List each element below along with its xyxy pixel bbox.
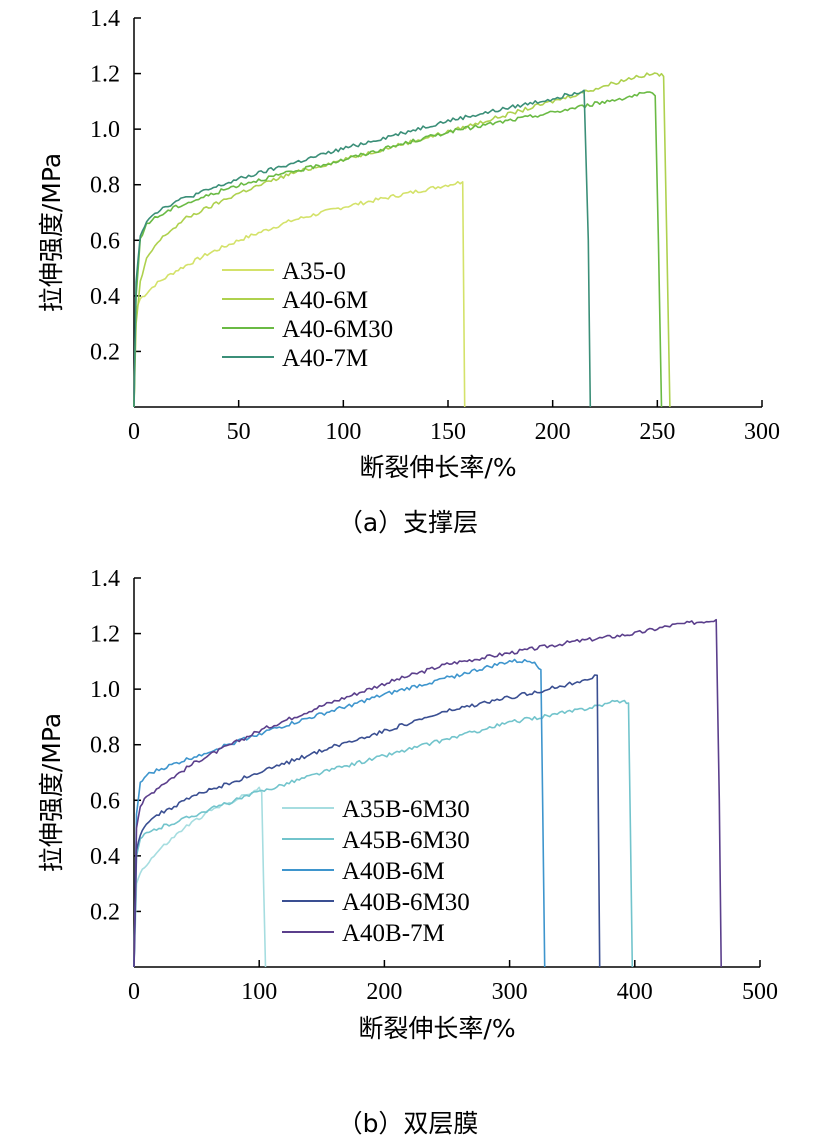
panel-a-caption: （a）支撑层 [338,508,478,537]
panel-b-y-tick-label: 0.2 [90,899,120,925]
panel-a-x-tick-label: 200 [535,419,571,445]
panel-a-y-tick-label: 1.4 [90,6,120,32]
panel-b-y-axis-title: 拉伸强度/MPa [37,713,66,872]
panel-a-y-tick-label: 0.2 [90,339,120,365]
panel-b-x-tick-label: 100 [241,979,277,1005]
panel-b-legend-label: A40B-6M [342,858,445,885]
panel-b-series-a40b-7m [133,618,722,968]
chart-panel-b: 0 100 200 300 400 500 0.2 0.4 0.6 0.8 1.0 1.2 1.4 断裂伸… [37,566,778,1138]
panel-a-legend-label: A35-0 [282,258,346,285]
panel-a-y-tick-label: 0.8 [90,173,120,199]
panel-a-y-axis-title: 拉伸强度/MPa [37,153,66,312]
panel-b-x-tick-label: 200 [366,979,402,1005]
panel-a-x-tick-label: 50 [227,419,251,445]
panel-b-legend-label: A40B-6M30 [342,889,470,916]
panel-b-y-tick-label: 0.6 [90,788,120,814]
panel-a-x-tick-label: 300 [744,419,780,445]
panel-a-y-tick-label: 0.6 [90,228,120,254]
chart-panel-a: 0 50 100 150 200 250 300 0.2 0.4 0.6 0.8 1.0 1.2 1.4 断… [37,6,780,537]
panel-a-x-tick-label: 250 [639,419,675,445]
panel-a-x-tick-label: 0 [128,419,140,445]
panel-a-y-tick-label: 1.2 [90,62,120,88]
panel-b-y-tick-label: 0.8 [90,733,120,759]
panel-b-y-tick-label: 1.0 [90,677,120,703]
panel-b-y-tick-label: 0.4 [90,844,120,870]
panel-b-legend-label: A45B-6M30 [342,827,470,854]
panel-a-series-a35-0 [133,180,466,408]
panel-b-legend-label: A40B-7M [342,920,445,947]
panel-b-y-tick-label: 1.2 [90,622,120,648]
panel-b-x-tick-label: 500 [742,979,778,1005]
panel-b-x-axis-title: 断裂伸长率/% [358,1014,515,1043]
panel-b-series-a40b-6m30 [133,674,601,968]
panel-a-x-tick-label: 150 [430,419,466,445]
panel-a-legend-label: A40-7M [282,345,368,372]
panel-a-y-tick-label: 0.4 [90,284,120,310]
panel-a-series-a40-7m [133,89,592,408]
panel-a-legend-label: A40-6M [282,287,368,314]
panel-a-x-axis-title: 断裂伸长率/% [359,453,516,482]
panel-b-series-a40b-6m [133,658,546,968]
panel-b-x-tick-label: 400 [617,979,653,1005]
panel-b-x-tick-label: 300 [492,979,528,1005]
panel-b-x-tick-label: 0 [128,979,140,1005]
panel-b-series-a45b-6m30 [133,699,634,968]
panel-a-series-a40-6m30 [133,91,663,408]
panel-b-legend-label: A35B-6M30 [342,796,470,823]
panel-b-caption: （b）双层膜 [338,1109,479,1138]
panel-b-y-tick-label: 1.4 [90,566,120,592]
panel-a-x-tick-label: 100 [325,419,361,445]
panel-a-legend-label: A40-6M30 [282,316,393,343]
panel-a-y-tick-label: 1.0 [90,117,120,143]
